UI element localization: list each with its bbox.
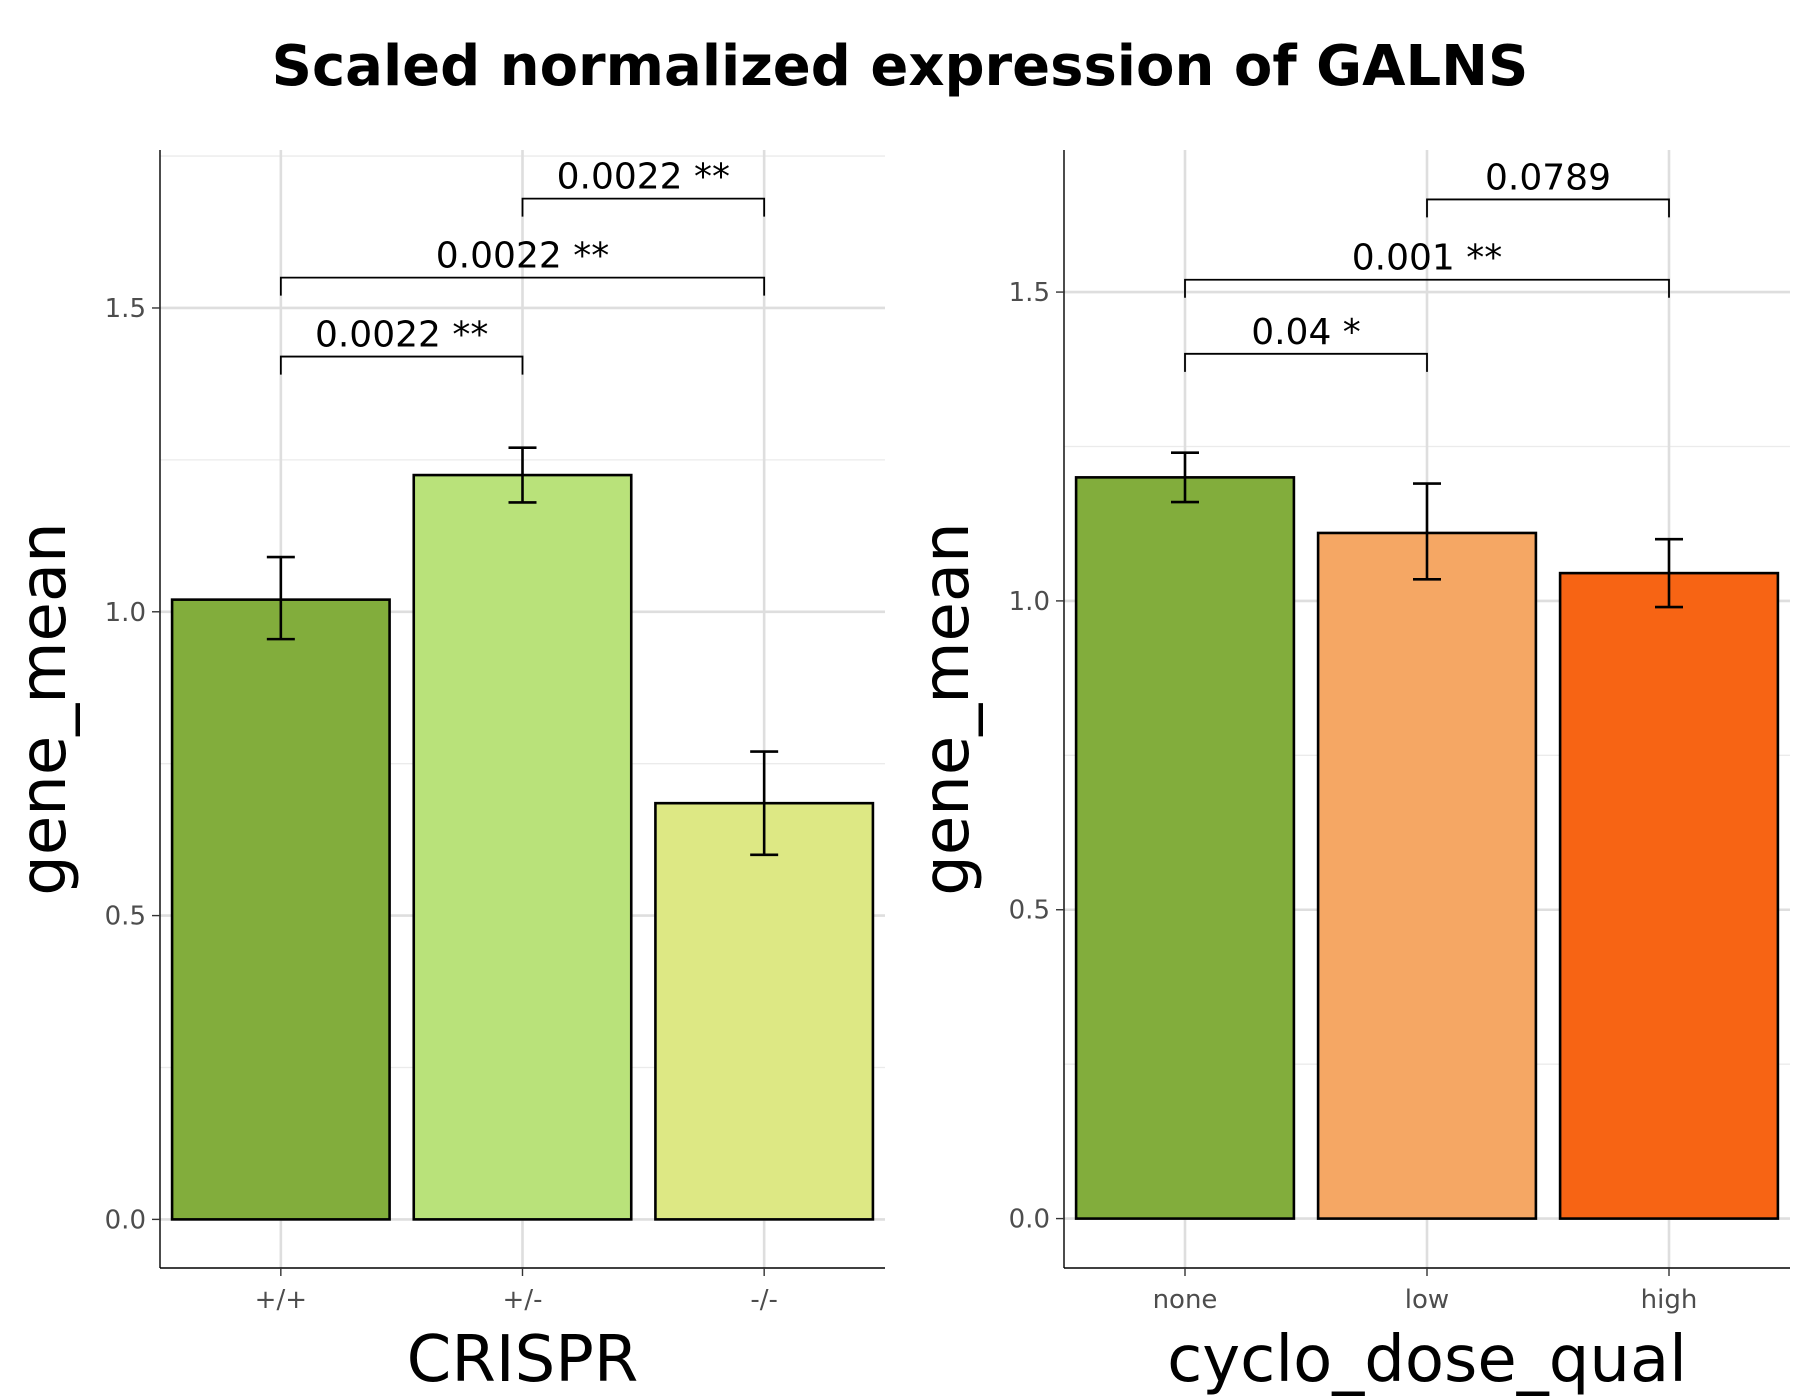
y-tick-label: 1.0 bbox=[1009, 587, 1050, 617]
bar bbox=[170, 598, 391, 1221]
x-tick-label: -/- bbox=[750, 1285, 778, 1315]
significance-label: 0.0022 ** bbox=[315, 315, 488, 356]
x-axis-title: cyclo_dose_qual bbox=[1167, 1323, 1687, 1397]
y-tick-label: 1.5 bbox=[1009, 278, 1050, 308]
bar bbox=[654, 801, 875, 1221]
y-tick-label: 0.0 bbox=[1009, 1205, 1050, 1235]
x-tick-label: +/- bbox=[503, 1285, 543, 1315]
bar bbox=[1074, 476, 1296, 1220]
significance-label: 0.001 ** bbox=[1352, 238, 1503, 279]
y-tick-label: 1.5 bbox=[105, 294, 146, 324]
x-axis-title: CRISPR bbox=[407, 1323, 639, 1397]
bar bbox=[1558, 571, 1780, 1220]
significance-label: 0.0789 bbox=[1485, 157, 1611, 198]
y-axis-title: gene_mean bbox=[7, 522, 81, 895]
y-axis-title: gene_mean bbox=[910, 522, 984, 895]
bar bbox=[412, 473, 633, 1221]
y-tick-label: 0.0 bbox=[105, 1205, 146, 1235]
chart-title: Scaled normalized expression of GALNS bbox=[271, 34, 1529, 99]
y-tick-label: 1.0 bbox=[105, 598, 146, 628]
significance-bracket bbox=[1184, 352, 1428, 372]
y-tick-label: 0.5 bbox=[1009, 896, 1050, 926]
significance-label: 0.0022 ** bbox=[557, 157, 730, 198]
significance-bracket bbox=[1426, 198, 1670, 218]
x-tick-label: none bbox=[1153, 1285, 1218, 1315]
y-tick-label: 0.5 bbox=[105, 902, 146, 932]
x-tick-label: +/+ bbox=[255, 1285, 307, 1315]
significance-label: 0.04 * bbox=[1251, 312, 1361, 353]
significance-bracket bbox=[279, 276, 766, 296]
x-tick-label: high bbox=[1641, 1285, 1698, 1315]
x-tick-label: low bbox=[1405, 1285, 1449, 1315]
panel-1: 0.0022 ** 0.0022 ** 0.0022 ** 0.0 0.5 1.0 1.5 +… bbox=[7, 150, 885, 1397]
significance-bracket bbox=[1184, 278, 1670, 298]
panel-2: 0.04 * 0.001 ** 0.0789 0.0 0.5 1.0 1.5 none low h… bbox=[910, 150, 1790, 1397]
bar bbox=[1316, 531, 1538, 1220]
significance-bracket bbox=[521, 197, 766, 217]
significance-bracket bbox=[279, 355, 524, 375]
significance-label: 0.0022 ** bbox=[436, 236, 609, 277]
